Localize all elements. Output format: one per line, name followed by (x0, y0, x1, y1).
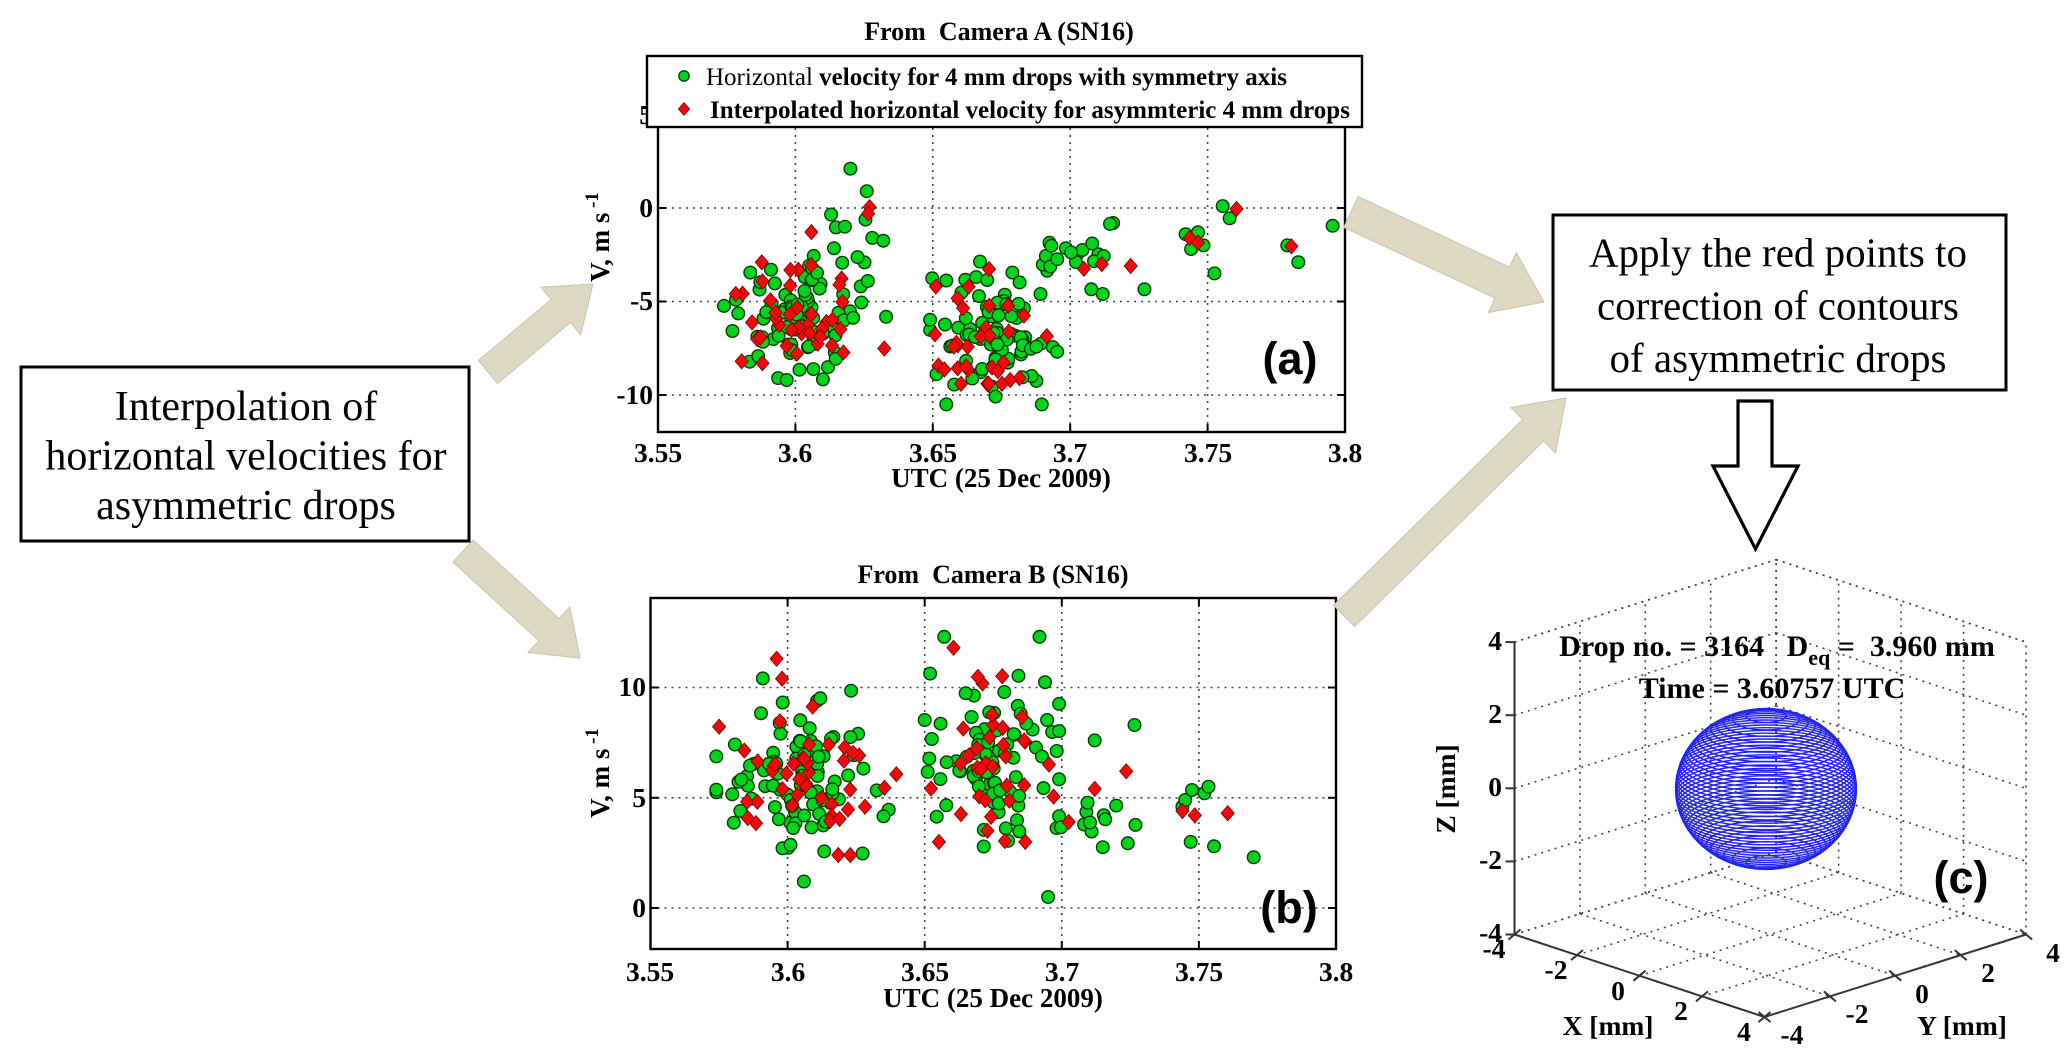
svg-text:3.6: 3.6 (778, 437, 812, 468)
svg-text:Horizontal velocity for 4 mm d: Horizontal velocity for 4 mm drops with … (706, 64, 1287, 91)
svg-text:4: 4 (2046, 937, 2060, 968)
svg-text:3.55: 3.55 (626, 956, 674, 987)
svg-text:0: 0 (639, 192, 653, 223)
svg-text:3.65: 3.65 (909, 437, 957, 468)
svg-text:0: 0 (1611, 975, 1625, 1006)
svg-text:4: 4 (1488, 625, 1502, 656)
svg-text:-5: -5 (630, 285, 653, 316)
svg-text:4: 4 (1737, 1016, 1751, 1047)
svg-text:0: 0 (632, 892, 646, 923)
svg-text:2: 2 (1488, 698, 1502, 729)
svg-text:Interpolation of: Interpolation of (115, 384, 377, 430)
svg-text:3.75: 3.75 (1175, 956, 1223, 987)
svg-text:3.55: 3.55 (634, 437, 682, 468)
svg-text:2: 2 (1981, 957, 1995, 988)
svg-text:-4: -4 (1479, 917, 1502, 948)
svg-text:5: 5 (632, 782, 646, 813)
svg-text:-10: -10 (616, 379, 653, 410)
svg-text:3.7: 3.7 (1053, 437, 1088, 468)
svg-text:Y [mm]: Y [mm] (1917, 1010, 2007, 1041)
svg-text:Apply the red points to: Apply the red points to (1589, 230, 1967, 276)
svg-text:-2: -2 (1846, 998, 1869, 1029)
svg-text:Interpolated horizontal veloci: Interpolated horizontal velocity for asy… (710, 97, 1350, 124)
svg-text:0: 0 (1488, 771, 1502, 802)
svg-text:From Camera B (SN16): From Camera B (SN16) (857, 560, 1128, 589)
svg-text:(b): (b) (1260, 882, 1317, 933)
svg-text:(c): (c) (1934, 852, 1989, 903)
svg-text:3.7: 3.7 (1045, 956, 1080, 987)
svg-text:From Camera A (SN16): From Camera A (SN16) (864, 17, 1134, 46)
svg-text:3.6: 3.6 (771, 956, 805, 987)
svg-text:3.65: 3.65 (901, 956, 949, 987)
svg-text:-2: -2 (1479, 844, 1502, 875)
svg-text:Time = 3.60757 UTC: Time = 3.60757 UTC (1639, 672, 1906, 705)
svg-text:3.75: 3.75 (1184, 437, 1232, 468)
svg-text:asymmetric drops: asymmetric drops (96, 483, 396, 529)
svg-text:10: 10 (619, 671, 647, 702)
svg-text:Z [mm]: Z [mm] (1430, 744, 1461, 833)
svg-text:correction of contours: correction of contours (1597, 283, 1959, 329)
svg-text:of asymmetric drops: of asymmetric drops (1609, 335, 1946, 381)
svg-text:UTC (25 Dec 2009): UTC (25 Dec 2009) (891, 463, 1111, 493)
svg-text:UTC (25 Dec 2009): UTC (25 Dec 2009) (883, 983, 1103, 1013)
svg-text:3.8: 3.8 (1328, 437, 1362, 468)
svg-text:horizontal velocities for: horizontal velocities for (45, 434, 446, 480)
svg-text:-4: -4 (1483, 933, 1506, 964)
svg-text:3.8: 3.8 (1319, 956, 1353, 987)
svg-text:-2: -2 (1545, 954, 1568, 985)
svg-text:X [mm]: X [mm] (1563, 1010, 1654, 1041)
svg-text:-4: -4 (1781, 1019, 1804, 1050)
svg-text:2: 2 (1674, 995, 1688, 1026)
svg-text:(a): (a) (1263, 333, 1318, 384)
svg-text:0: 0 (1915, 978, 1929, 1009)
